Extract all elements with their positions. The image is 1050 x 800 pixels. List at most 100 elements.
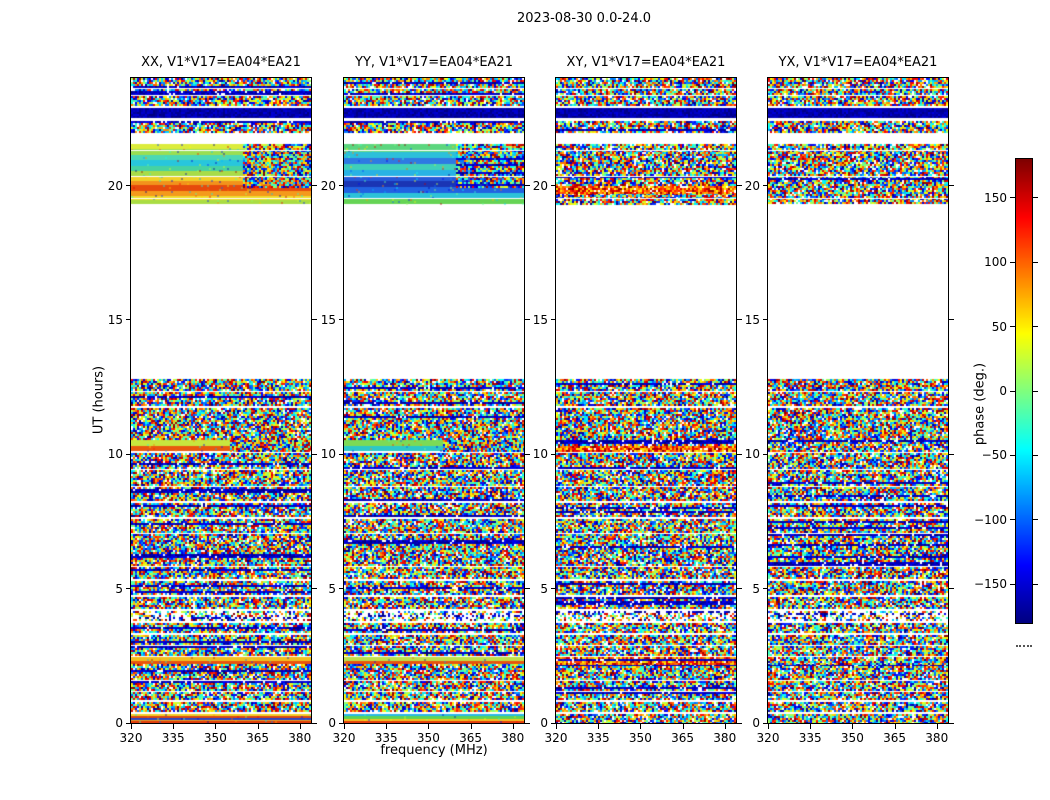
x-tick: [768, 724, 769, 729]
colorbar-tick: [1010, 197, 1015, 199]
y-tick-label: 0: [752, 716, 760, 730]
panel-XY: [555, 77, 737, 724]
y-tick: [126, 185, 131, 186]
x-tick: [173, 724, 175, 729]
x-tick-label: 335: [798, 731, 822, 745]
y-tick: [551, 185, 556, 186]
y-tick-label: 5: [115, 581, 123, 596]
colorbar-tick-right: [1033, 261, 1038, 263]
x-tick: [131, 724, 132, 729]
y-tick-right: [949, 588, 954, 590]
x-tick-label: 320: [332, 731, 356, 745]
heatmap-XY: [556, 78, 736, 723]
y-tick: [339, 453, 344, 455]
y-tick: [551, 588, 556, 590]
y-tick-right: [312, 722, 317, 724]
y-tick-label: 5: [752, 581, 760, 596]
x-tick-label: 365: [883, 731, 907, 745]
y-tick-label: 15: [107, 312, 123, 327]
x-tick-label: 365: [671, 731, 695, 745]
colorbar-underflow-dots: [1016, 645, 1032, 647]
y-tick-label: 5: [540, 581, 548, 596]
y-tick: [763, 722, 768, 724]
colorbar-tick-label: 0: [999, 384, 1007, 398]
y-tick-right: [525, 185, 530, 186]
x-tick-label: 320: [119, 731, 143, 745]
panel-title-YX: YX, V1*V17=EA04*EA21: [778, 55, 938, 70]
x-tick: [299, 724, 301, 729]
panel-title-YY: YY, V1*V17=EA04*EA21: [355, 55, 513, 70]
y-tick: [551, 319, 556, 321]
y-tick-right: [737, 588, 742, 590]
figure-title: 2023-08-30 0.0-24.0: [517, 11, 651, 26]
x-tick: [257, 724, 259, 729]
y-tick: [763, 588, 768, 590]
y-tick-label: 20: [532, 178, 548, 193]
colorbar-tick-right: [1033, 326, 1038, 328]
y-tick-right: [525, 319, 530, 321]
y-tick-label: 10: [320, 447, 336, 462]
x-tick: [682, 724, 684, 729]
x-tick-label: 350: [840, 731, 864, 745]
x-tick: [810, 724, 812, 729]
y-tick-right: [737, 722, 742, 724]
colorbar-label: phase (deg.): [972, 362, 988, 446]
panel-YX: [767, 77, 949, 724]
heatmap-YX: [768, 78, 948, 723]
colorbar-tick-label: 50: [991, 319, 1007, 334]
x-tick: [598, 724, 600, 729]
y-tick-label: 0: [328, 716, 336, 730]
x-tick-label: 335: [374, 731, 398, 745]
x-tick: [470, 724, 472, 729]
colorbar-tick-right: [1033, 583, 1038, 585]
y-tick: [339, 588, 344, 590]
x-axis-label: frequency (MHz): [380, 743, 488, 758]
x-tick-label: 380: [501, 731, 525, 745]
y-tick-right: [737, 319, 742, 321]
colorbar-tick-right: [1033, 519, 1038, 521]
y-tick: [763, 185, 768, 186]
x-tick-label: 350: [628, 731, 652, 745]
y-tick: [551, 722, 556, 724]
y-tick: [763, 319, 768, 321]
y-tick-right: [312, 319, 317, 321]
x-tick-label: 350: [203, 731, 227, 745]
colorbar-tick-label: −100: [974, 512, 1007, 527]
y-tick-label: 15: [320, 312, 336, 327]
colorbar-tick: [1010, 583, 1015, 585]
x-tick-label: 380: [925, 731, 949, 745]
y-tick-label: 5: [328, 581, 336, 596]
y-tick-label: 0: [115, 716, 123, 730]
colorbar: [1015, 158, 1033, 624]
heatmap-XX: [131, 78, 311, 723]
y-tick: [551, 453, 556, 455]
y-tick-right: [312, 453, 317, 455]
colorbar-tick-label: 100: [984, 255, 1007, 270]
y-tick: [126, 453, 131, 455]
panel-XX: [130, 77, 312, 724]
panel-title-XX: XX, V1*V17=EA04*EA21: [141, 55, 301, 70]
y-tick-label: 10: [107, 447, 123, 462]
y-axis-label: UT (hours): [91, 365, 107, 435]
y-tick-label: 15: [744, 312, 760, 327]
y-tick-right: [949, 319, 954, 321]
colorbar-gradient: [1016, 159, 1032, 623]
colorbar-tick: [1010, 326, 1015, 328]
y-tick-right: [737, 185, 742, 186]
y-tick-label: 20: [107, 178, 123, 193]
y-tick: [339, 722, 344, 724]
y-tick-label: 20: [320, 178, 336, 193]
y-tick: [339, 319, 344, 321]
panel-title-XY: XY, V1*V17=EA04*EA21: [566, 55, 726, 70]
x-tick: [215, 724, 217, 729]
y-tick-label: 20: [744, 178, 760, 193]
x-tick: [512, 724, 514, 729]
colorbar-tick: [1010, 519, 1015, 521]
x-tick-label: 365: [246, 731, 270, 745]
x-tick-label: 380: [288, 731, 312, 745]
colorbar-tick-label: 150: [984, 190, 1007, 205]
heatmap-YY: [344, 78, 524, 723]
y-tick-right: [737, 453, 742, 455]
y-tick-right: [312, 185, 317, 186]
